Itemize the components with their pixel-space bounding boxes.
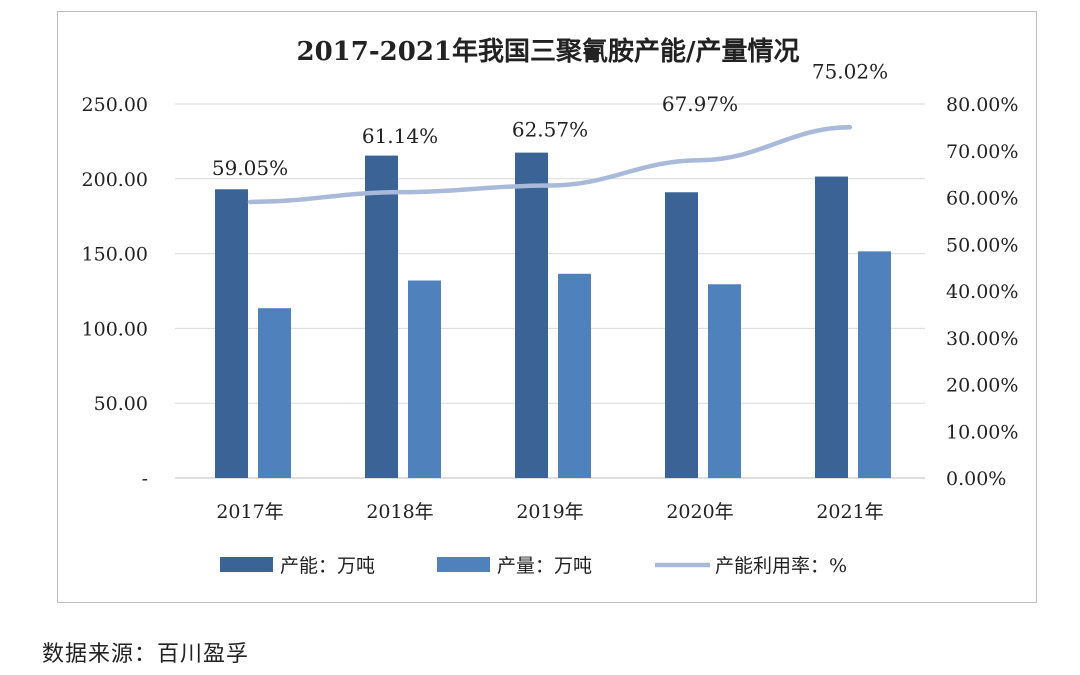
legend-label: 产能：万吨 [280, 555, 375, 577]
bar [708, 284, 741, 478]
right-tick-label: 30.00% [946, 328, 1018, 350]
bar [215, 189, 248, 478]
left-tick-label: 200.00 [82, 169, 148, 191]
left-tick-label: 50.00 [94, 393, 148, 415]
source-note: 数据来源：百川盈孚 [42, 642, 250, 667]
utilization-line [247, 125, 853, 205]
x-tick-label: 2018年 [366, 501, 433, 523]
legend-label: 产能利用率：% [715, 555, 847, 577]
bar [558, 273, 591, 478]
right-tick-label: 80.00% [946, 94, 1018, 116]
x-tick-label: 2019年 [516, 501, 583, 523]
legend-swatch [220, 557, 273, 572]
data-label: 75.02% [812, 59, 888, 83]
bar [258, 308, 291, 478]
data-label: 62.57% [512, 117, 588, 141]
chart-title: 2017-2021年我国三聚氰胺产能/产量情况 [296, 36, 799, 67]
bar [815, 176, 848, 478]
data-label: 67.97% [662, 92, 738, 116]
right-tick-label: 10.00% [946, 421, 1018, 443]
right-tick-label: 40.00% [946, 281, 1018, 303]
right-tick-label: 0.00% [946, 468, 1006, 490]
legend-swatch [437, 557, 490, 572]
right-tick-label: 50.00% [946, 234, 1018, 256]
bar [858, 251, 891, 478]
left-tick-label: 250.00 [82, 94, 148, 116]
right-tick-label: 70.00% [946, 141, 1018, 163]
x-tick-label: 2021年 [816, 501, 883, 523]
data-label: 59.05% [212, 156, 288, 180]
x-tick-label: 2017年 [216, 501, 283, 523]
bar [408, 280, 441, 478]
right-tick-label: 60.00% [946, 188, 1018, 210]
legend-label: 产量：万吨 [497, 555, 592, 577]
x-tick-label: 2020年 [666, 501, 733, 523]
right-tick-label: 20.00% [946, 375, 1018, 397]
left-tick-label: - [142, 468, 148, 490]
bar [365, 155, 398, 478]
bar [665, 192, 698, 478]
bar [515, 152, 548, 478]
chart-frame [57, 11, 1037, 603]
data-label: 61.14% [362, 124, 438, 148]
left-tick-label: 100.00 [82, 318, 148, 340]
left-tick-label: 150.00 [82, 244, 148, 266]
